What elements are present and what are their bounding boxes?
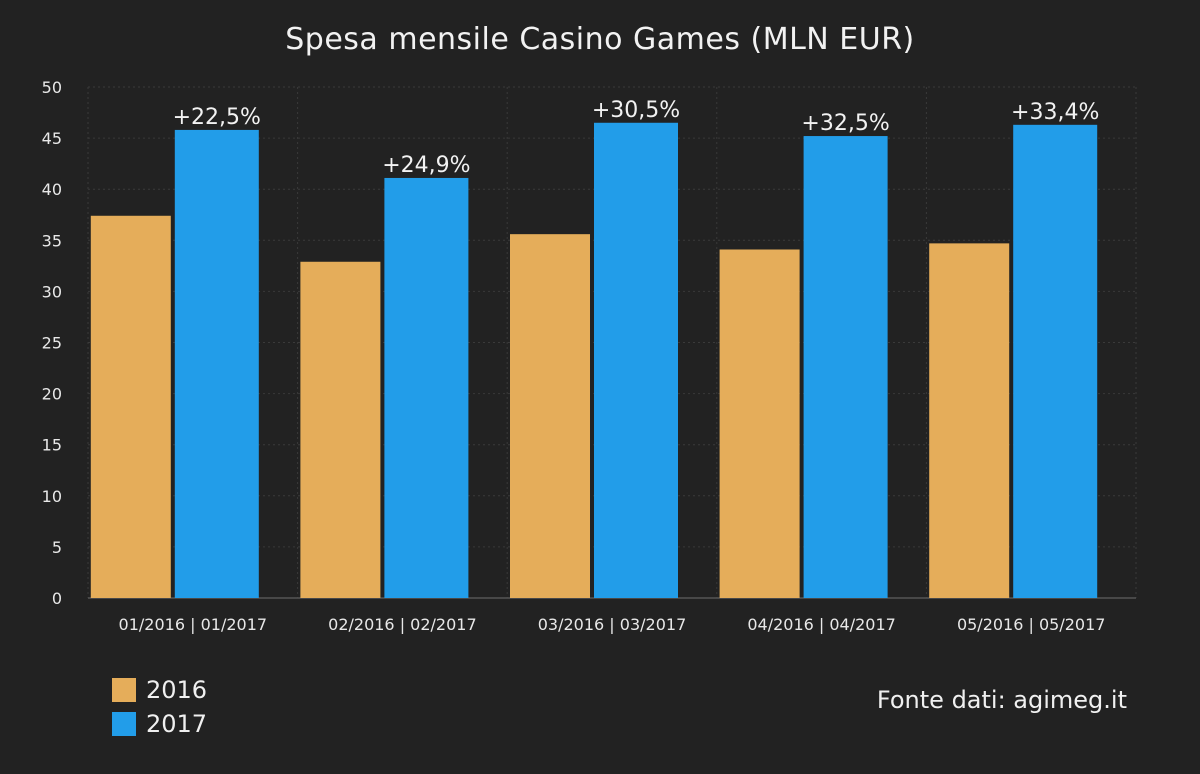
y-tick-label: 25 bbox=[42, 334, 62, 353]
y-tick-label: 35 bbox=[42, 231, 62, 250]
source-note: Fonte dati: agimeg.it bbox=[876, 686, 1127, 714]
bar-2017-2 bbox=[384, 177, 469, 598]
y-tick-label: 5 bbox=[52, 538, 62, 557]
bar-chart: 0 5 10 15 20 25 30 35 40 45 50 01/2016 | 01/2017 02/… bbox=[42, 78, 1137, 634]
annotation-label: +33,4% bbox=[1011, 100, 1099, 125]
annotation-label: +32,5% bbox=[801, 111, 889, 136]
bar-2016-5 bbox=[929, 243, 1010, 598]
bar-2017-4 bbox=[803, 136, 888, 598]
x-tick-label: 04/2016 | 04/2017 bbox=[747, 615, 896, 634]
x-tick-label: 02/2016 | 02/2017 bbox=[328, 615, 477, 634]
x-tick-label: 01/2016 | 01/2017 bbox=[119, 615, 268, 634]
bar-2017-5 bbox=[1013, 124, 1098, 599]
y-tick-label: 0 bbox=[52, 589, 62, 608]
legend-label-2017: 2017 bbox=[146, 710, 208, 738]
legend-swatch-2017 bbox=[112, 712, 136, 736]
annotation-label: +24,9% bbox=[382, 153, 470, 178]
bar-2016-3 bbox=[510, 234, 590, 598]
y-tick-label: 50 bbox=[42, 78, 62, 97]
y-tick-label: 30 bbox=[42, 282, 62, 301]
data-labels: +22,5% +24,9% +30,5% +32,5% +33,4% bbox=[173, 98, 1100, 178]
legend-swatch-2016 bbox=[112, 678, 136, 702]
bars bbox=[90, 122, 1098, 599]
x-tick-label: 03/2016 | 03/2017 bbox=[538, 615, 687, 634]
annotation-label: +22,5% bbox=[173, 105, 261, 130]
x-tick-label: 05/2016 | 05/2017 bbox=[957, 615, 1106, 634]
chart-title: Spesa mensile Casino Games (MLN EUR) bbox=[285, 22, 915, 57]
gridlines bbox=[87, 86, 1137, 599]
legend-item-2017: 2017 bbox=[112, 710, 207, 738]
y-tick-label: 45 bbox=[42, 129, 62, 148]
axes: 0 5 10 15 20 25 30 35 40 45 50 01/2016 | 01/2017 02/… bbox=[42, 78, 1136, 634]
bar-2016-2 bbox=[300, 261, 381, 598]
legend-item-2016: 2016 bbox=[112, 676, 207, 704]
bar-2016-1 bbox=[90, 215, 171, 598]
legend-label-2016: 2016 bbox=[146, 676, 208, 704]
y-tick-label: 15 bbox=[42, 436, 62, 455]
y-tick-label: 10 bbox=[42, 487, 62, 506]
annotation-label: +30,5% bbox=[592, 98, 680, 123]
y-tick-label: 40 bbox=[42, 180, 62, 199]
bar-2016-4 bbox=[719, 249, 800, 599]
bar-2017-3 bbox=[594, 122, 678, 599]
y-tick-label: 20 bbox=[42, 385, 62, 404]
bar-2017-1 bbox=[174, 129, 259, 598]
